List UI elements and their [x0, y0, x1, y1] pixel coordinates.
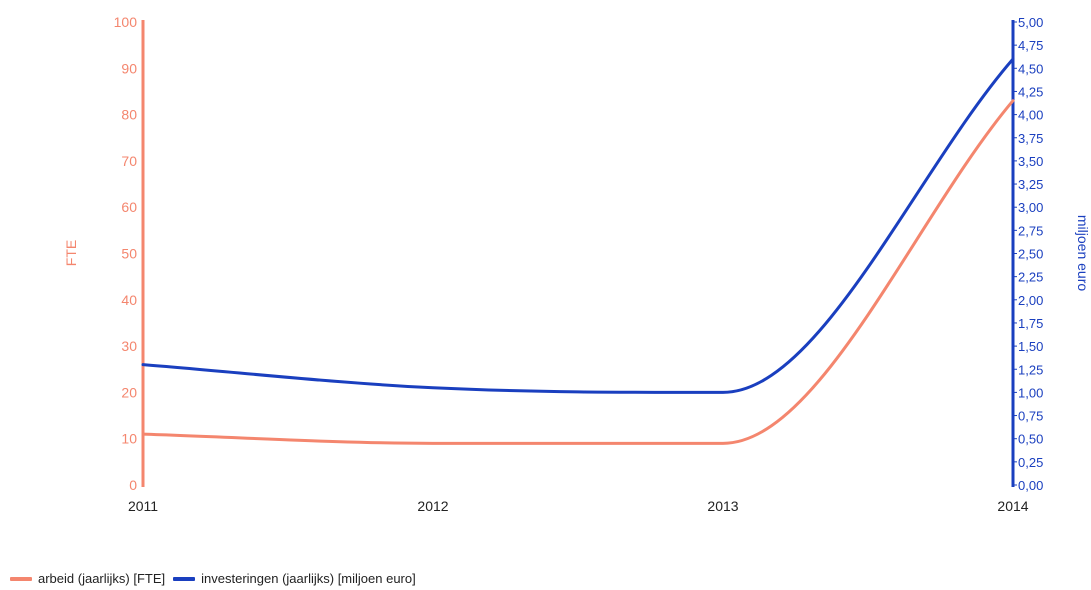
right-tick-label: 2,50: [1018, 247, 1043, 262]
right-tick-label: 1,50: [1018, 339, 1043, 354]
x-axis: 2011 2012 2013 2014: [128, 498, 1029, 514]
right-tick-label: 3,25: [1018, 177, 1043, 192]
x-tick-label: 2011: [128, 498, 158, 514]
series-lines: [141, 57, 1015, 445]
left-tick-label: 40: [121, 292, 137, 308]
right-tick-label: 1,00: [1018, 385, 1043, 400]
right-tick-label: 0,00: [1018, 478, 1043, 493]
left-tick-label: 70: [121, 153, 137, 169]
left-tick-label: 0: [129, 477, 137, 493]
right-tick-label: 1,25: [1018, 362, 1043, 377]
left-tick-label: 30: [121, 338, 137, 354]
right-tick-label: 4,25: [1018, 84, 1043, 99]
right-axis-title: miljoen euro: [1075, 215, 1091, 291]
right-tick-label: 5,00: [1018, 15, 1043, 30]
left-tick-label: 50: [121, 246, 137, 262]
right-tick-label: 4,75: [1018, 38, 1043, 53]
left-tick-label: 60: [121, 199, 137, 215]
series-line-investeringen: [141, 57, 1015, 394]
legend-swatch-investeringen: [173, 576, 196, 581]
legend-item-investeringen[interactable]: investeringen (jaarlijks) [miljoen euro]: [173, 571, 416, 586]
legend-swatch-arbeid: [10, 576, 32, 581]
right-tick-label: 3,75: [1018, 131, 1043, 146]
dual-axis-line-chart: 0 10 20 30 40 50 60 70 80 90 100 0,00 0,25 0,50 0,75 1…: [63, 14, 1091, 514]
x-tick-label: 2013: [707, 498, 738, 514]
series-line-arbeid: [141, 99, 1015, 445]
x-tick-label: 2014: [997, 498, 1028, 514]
right-tick-label: 4,00: [1018, 108, 1043, 123]
right-tick-label: 3,50: [1018, 154, 1043, 169]
legend: arbeid (jaarlijks) [FTE] investeringen (…: [10, 571, 424, 586]
left-y-axis: 0 10 20 30 40 50 60 70 80 90 100: [114, 14, 145, 493]
right-tick-label: 0,25: [1018, 455, 1043, 470]
x-tick-label: 2012: [417, 498, 448, 514]
legend-label-arbeid: arbeid (jaarlijks) [FTE]: [38, 571, 166, 586]
right-tick-label: 0,75: [1018, 409, 1043, 424]
right-tick-label: 2,00: [1018, 293, 1043, 308]
legend-label-investeringen: investeringen (jaarlijks) [miljoen euro]: [201, 571, 416, 586]
right-tick-label: 1,75: [1018, 316, 1043, 331]
left-tick-label: 100: [114, 14, 138, 30]
right-y-axis: 0,00 0,25 0,50 0,75 1,00 1,25 1,50 1,75 2,00 2,25…: [1011, 15, 1043, 493]
right-tick-label: 2,75: [1018, 223, 1043, 238]
left-tick-label: 80: [121, 107, 137, 123]
right-tick-label: 0,50: [1018, 432, 1043, 447]
legend-item-arbeid[interactable]: arbeid (jaarlijks) [FTE]: [10, 571, 165, 586]
left-axis-title: FTE: [63, 240, 79, 266]
left-tick-label: 90: [121, 60, 137, 76]
right-tick-label: 4,50: [1018, 61, 1043, 76]
left-tick-label: 20: [121, 384, 137, 400]
right-tick-label: 3,00: [1018, 200, 1043, 215]
left-tick-label: 10: [121, 431, 137, 447]
right-tick-label: 2,25: [1018, 270, 1043, 285]
